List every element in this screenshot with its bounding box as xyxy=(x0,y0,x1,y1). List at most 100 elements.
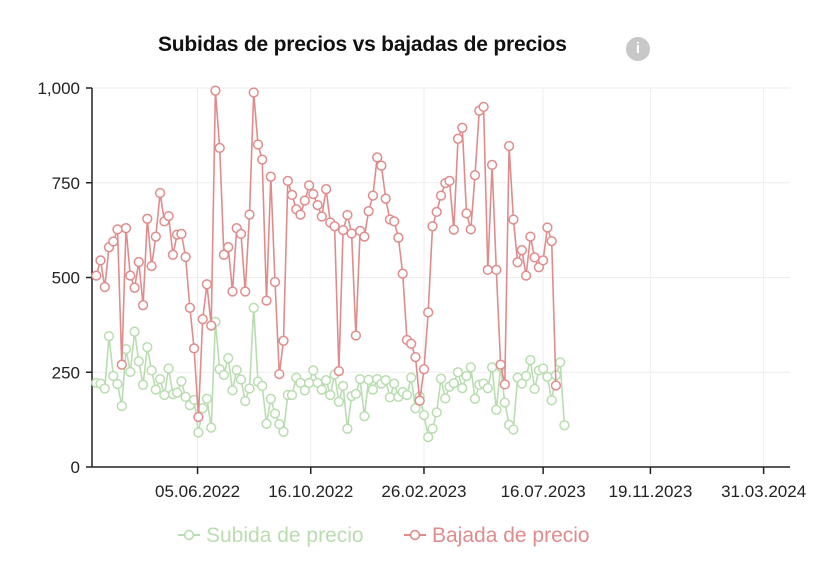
x-tick-label: 31.03.2024 xyxy=(721,482,806,501)
data-point xyxy=(129,326,140,337)
data-point xyxy=(146,260,157,272)
legend-item-bajada: Bajada de precio xyxy=(404,524,590,547)
data-point xyxy=(286,389,298,401)
data-point xyxy=(465,362,476,373)
data-point xyxy=(418,364,430,375)
data-point xyxy=(159,389,170,401)
data-point xyxy=(537,255,549,266)
y-tick-label: 750 xyxy=(52,174,80,193)
data-point xyxy=(325,389,336,401)
data-point xyxy=(452,367,464,378)
data-point xyxy=(367,190,379,201)
data-point xyxy=(193,411,204,423)
data-point xyxy=(146,365,157,376)
data-point xyxy=(372,152,383,163)
data-point xyxy=(295,209,306,220)
data-point xyxy=(176,228,187,240)
series-subida xyxy=(91,302,570,443)
x-tick-label: 16.10.2022 xyxy=(268,482,353,501)
data-point xyxy=(180,251,191,263)
data-point xyxy=(333,365,345,377)
data-point xyxy=(274,419,285,430)
data-point xyxy=(410,351,421,363)
data-point xyxy=(125,366,136,378)
data-point xyxy=(448,378,459,389)
data-point xyxy=(435,373,447,384)
x-tick-label: 26.02.2023 xyxy=(381,482,466,501)
data-point xyxy=(261,418,272,429)
data-point xyxy=(469,393,481,404)
data-point xyxy=(478,101,489,113)
data-point xyxy=(99,383,110,394)
data-point xyxy=(316,211,327,222)
chart-title: Subidas de precios vs bajadas de precios xyxy=(158,33,567,56)
data-point xyxy=(171,387,183,398)
data-point xyxy=(129,282,140,293)
data-point xyxy=(465,224,476,235)
data-point xyxy=(108,236,119,247)
data-point xyxy=(320,375,332,386)
data-point xyxy=(142,342,153,353)
data-point xyxy=(218,249,230,260)
data-point xyxy=(503,140,515,152)
data-point xyxy=(461,208,472,219)
legend: Subida de precio Bajada de precio xyxy=(178,524,590,547)
data-point xyxy=(269,276,281,288)
data-point xyxy=(231,364,242,376)
info-icon[interactable]: i xyxy=(626,37,650,61)
data-point xyxy=(137,379,149,390)
data-point xyxy=(427,423,438,434)
data-point xyxy=(418,409,430,421)
data-point xyxy=(265,393,276,404)
data-point xyxy=(320,184,332,195)
y-tick-label: 0 xyxy=(71,458,80,477)
data-point xyxy=(363,206,374,217)
data-point xyxy=(350,330,362,341)
data-point xyxy=(435,190,447,201)
data-point xyxy=(542,371,553,382)
data-point xyxy=(499,379,510,390)
data-point xyxy=(214,142,225,154)
legend-item-subida: Subida de precio xyxy=(178,524,364,547)
series-layer xyxy=(91,85,570,443)
data-point xyxy=(482,264,493,276)
data-point xyxy=(333,396,345,407)
data-point xyxy=(308,188,319,200)
data-point xyxy=(550,380,562,391)
data-point xyxy=(244,383,255,394)
data-point xyxy=(116,359,127,370)
data-point xyxy=(235,374,247,385)
data-point xyxy=(461,370,472,382)
data-point xyxy=(520,270,532,281)
data-point xyxy=(303,377,315,389)
data-point xyxy=(427,221,438,232)
data-point xyxy=(359,411,370,422)
data-point xyxy=(516,245,528,256)
data-point xyxy=(137,300,149,311)
data-point xyxy=(133,256,144,268)
data-point xyxy=(223,353,234,364)
data-point xyxy=(120,223,132,234)
data-point xyxy=(529,383,540,395)
data-point xyxy=(282,175,293,187)
data-point xyxy=(201,393,213,404)
y-tick-label: 500 xyxy=(52,269,80,288)
data-point xyxy=(299,195,310,206)
data-point xyxy=(495,359,506,370)
data-point xyxy=(440,393,451,404)
data-point xyxy=(112,224,123,235)
data-point xyxy=(401,389,413,401)
series-bajada xyxy=(91,85,562,423)
legend-marker xyxy=(183,529,195,541)
x-tick-label: 05.06.2022 xyxy=(155,482,240,501)
data-point xyxy=(491,264,502,276)
data-point xyxy=(508,424,519,435)
data-point xyxy=(163,363,174,374)
legend-marker xyxy=(409,529,421,541)
data-point xyxy=(227,385,238,396)
data-point xyxy=(278,426,289,437)
data-point xyxy=(406,372,417,383)
data-point xyxy=(197,314,208,325)
